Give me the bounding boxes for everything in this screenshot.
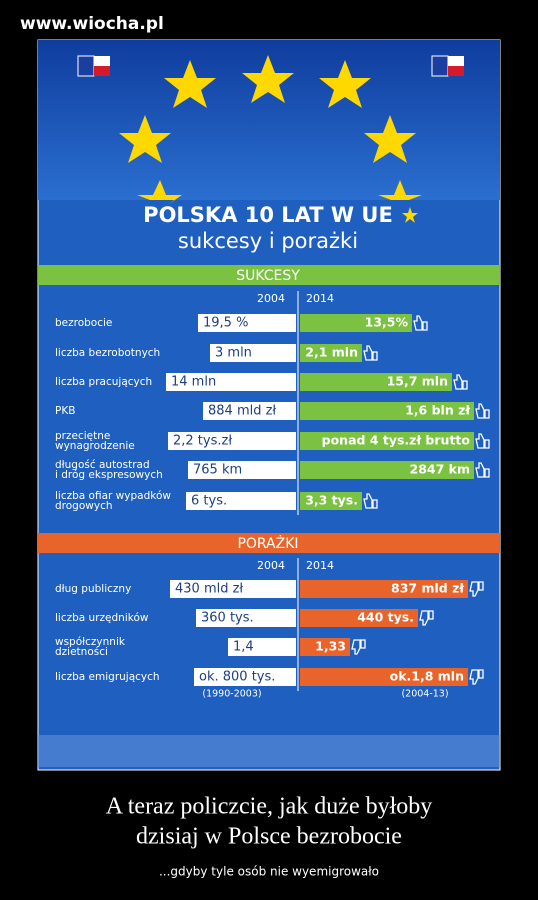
thumb-icon <box>453 374 468 390</box>
row-label: wynagrodzenie <box>55 440 135 452</box>
value-2014-bar <box>300 580 468 598</box>
thumb-icon <box>475 403 490 419</box>
row-label: liczba urzędników <box>55 612 149 624</box>
row-label: bezrobocie <box>55 317 112 329</box>
value-2014: ponad 4 tys.zł brutto <box>322 433 471 448</box>
value-2004-bar <box>188 461 296 479</box>
section-band <box>38 533 500 553</box>
row-label: dług publiczny <box>55 583 131 595</box>
value-2014: 2847 km <box>410 462 470 477</box>
note: (2004-13) <box>401 689 448 700</box>
value-2004: 14 mln <box>171 375 216 390</box>
pl-flag <box>94 66 110 76</box>
value-2014-bar <box>300 668 468 686</box>
row-label: liczba ofiar wypadków <box>55 490 171 502</box>
value-2014-bar <box>300 373 452 391</box>
value-2004: ok. 800 tys. <box>199 670 275 685</box>
value-2004: 3 mln <box>215 346 252 361</box>
blurred-footer <box>38 735 500 767</box>
value-2004-bar <box>168 432 296 450</box>
value-2004: 765 km <box>193 463 242 478</box>
value-2004: 1,4 <box>233 640 254 655</box>
value-2004-bar <box>186 492 296 510</box>
pl-flag <box>94 56 110 66</box>
note: (1990-2003) <box>202 689 261 700</box>
eu-flag <box>77 55 95 77</box>
column-header: 2004 <box>257 292 285 305</box>
thumb-icon <box>475 462 490 478</box>
pl-flag <box>448 66 464 76</box>
row-label: dzietności <box>55 646 108 658</box>
section-band <box>38 265 500 285</box>
column-header: 2014 <box>306 292 334 305</box>
value-2014: 13,5% <box>365 315 409 330</box>
subtitle: sukcesy i porażki <box>178 229 358 253</box>
section-heading: PORAŻKI <box>237 534 298 552</box>
value-2014: 3,3 tys. <box>305 493 358 508</box>
value-2004: 2,2 tys.zł <box>173 434 232 449</box>
value-2004: 360 tys. <box>201 611 254 626</box>
value-2004-bar <box>196 609 296 627</box>
value-2014: 15,7 mln <box>387 374 448 389</box>
stars <box>119 55 422 204</box>
column-header: 2004 <box>257 559 285 572</box>
row-label: współczynnik <box>55 636 126 648</box>
thumb-icon <box>363 345 378 361</box>
thumb-icon <box>363 493 378 509</box>
value-2014-bar <box>300 432 474 450</box>
value-2004: 6 tys. <box>191 494 227 509</box>
title: POLSKA 10 LAT W UE <box>143 203 393 227</box>
thumb-icon <box>469 669 484 685</box>
thumb-icon <box>469 581 484 597</box>
value-2014-bar <box>300 609 418 627</box>
pl-flag <box>448 56 464 66</box>
value-2004-bar <box>203 402 296 420</box>
column-header: 2014 <box>306 559 334 572</box>
value-2014: 837 mld zł <box>391 581 464 596</box>
star-icon <box>402 207 418 223</box>
thumb-icon <box>475 433 490 449</box>
value-2014-bar <box>300 314 412 332</box>
value-2014-bar <box>300 344 362 362</box>
value-2014: 1,6 bln zł <box>405 403 470 418</box>
thumb-icon <box>419 610 434 626</box>
value-2004-bar <box>228 638 296 656</box>
section-heading: SUKCESY <box>236 268 300 284</box>
value-2004: 19,5 % <box>203 316 248 331</box>
value-2004-bar <box>198 314 296 332</box>
value-2014-bar <box>300 492 362 510</box>
value-2004-bar <box>194 668 296 686</box>
eu-flag <box>431 55 449 77</box>
value-2004-bar <box>166 373 296 391</box>
caption-line: A teraz policzcie, jak duże byłoby <box>106 794 433 820</box>
row-label: liczba emigrujących <box>55 671 160 683</box>
caption-subline: ...gdyby tyle osób nie wyemigrowało <box>159 865 379 879</box>
value-2014-bar <box>300 638 350 656</box>
value-2014-bar <box>300 461 474 479</box>
thumb-icon <box>351 639 366 655</box>
value-2014: 440 tys. <box>357 610 414 625</box>
value-2004-bar <box>210 344 296 362</box>
row-label: PKB <box>55 405 75 417</box>
row-label: przeciętne <box>55 430 110 442</box>
thumb-icon <box>413 315 428 331</box>
value-2004: 884 mld zł <box>208 404 276 419</box>
caption-line: dzisiaj w Polsce bezrobocie <box>136 824 402 850</box>
row-label: drogowych <box>55 500 113 512</box>
value-2004: 430 mld zł <box>175 582 243 597</box>
row-label: liczba bezrobotnych <box>55 347 160 359</box>
value-2004-bar <box>170 580 296 598</box>
value-2014: 1,33 <box>315 639 346 654</box>
row-label: długość autostrad <box>55 459 150 471</box>
row-label: liczba pracujących <box>55 376 152 388</box>
value-2014-bar <box>300 402 474 420</box>
value-2014: 2,1 mln <box>305 345 358 360</box>
row-label: i dróg ekspresowych <box>55 469 163 481</box>
watermark: www.wiocha.pl <box>20 14 164 34</box>
value-2014: ok.1,8 mln <box>390 669 464 684</box>
